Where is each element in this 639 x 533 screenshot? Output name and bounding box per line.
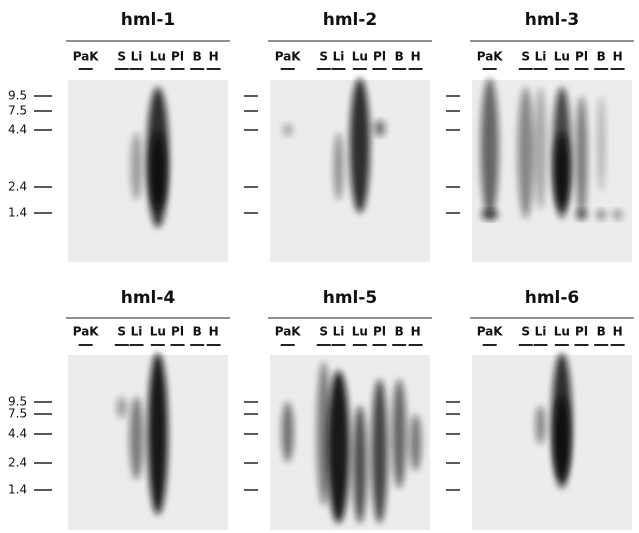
lane-label: Lu xyxy=(554,325,570,339)
size-marker-label: 7.5 xyxy=(8,407,27,421)
size-marker-label: 4.4 xyxy=(8,123,27,137)
membrane xyxy=(270,80,430,262)
panel-title: hml-1 xyxy=(121,10,176,30)
lane-label: H xyxy=(411,50,421,64)
lane-label: B xyxy=(193,50,202,64)
blot-smear xyxy=(372,379,388,523)
lane-label: Pl xyxy=(373,50,386,64)
blot-smear xyxy=(518,87,534,218)
blot-smear xyxy=(481,209,499,220)
lane-label: Lu xyxy=(554,50,570,64)
blot-smear xyxy=(283,124,293,137)
lane-label: Pl xyxy=(373,325,386,339)
blot-smear xyxy=(334,133,344,201)
blot-smear xyxy=(353,406,367,524)
size-marker-label: 2.4 xyxy=(8,456,27,470)
lane-label: B xyxy=(395,50,404,64)
blot-smear xyxy=(576,209,588,220)
lane-label: Li xyxy=(535,325,547,339)
lane-label: PaK xyxy=(477,50,504,64)
figure: 9.57.54.42.41.4hml-1PaKSLiLuPlBHhml-2PaK… xyxy=(0,0,639,533)
lane-label: PaK xyxy=(477,325,504,339)
blot-smear xyxy=(576,96,588,218)
blot-smear xyxy=(410,414,422,471)
blot-smear xyxy=(536,406,546,445)
lane-label: PaK xyxy=(73,50,100,64)
blot-smear xyxy=(148,353,168,515)
lane-label: S xyxy=(521,50,530,64)
lane-label: Pl xyxy=(575,50,588,64)
panel-title: hml-3 xyxy=(525,10,580,30)
lane-label: Li xyxy=(333,50,345,64)
lane-label: S xyxy=(521,325,530,339)
lane-label: Li xyxy=(535,50,547,64)
blot-smear xyxy=(131,133,143,201)
lane-label: Pl xyxy=(171,325,184,339)
panel-title: hml-4 xyxy=(121,288,176,308)
blot-smear xyxy=(597,96,605,191)
size-marker-label: 4.4 xyxy=(8,427,27,441)
blot-smear xyxy=(554,133,570,210)
blot-smear xyxy=(596,209,606,220)
lane-label: H xyxy=(613,50,623,64)
blot-smear xyxy=(328,371,350,524)
panel-title: hml-2 xyxy=(323,10,378,30)
lane-label: S xyxy=(319,50,328,64)
lane-label: H xyxy=(613,325,623,339)
lane-label: Pl xyxy=(171,50,184,64)
lane-label: B xyxy=(395,325,404,339)
lane-label: B xyxy=(597,325,606,339)
lane-label: B xyxy=(193,325,202,339)
size-marker-label: 1.4 xyxy=(8,483,27,497)
lane-label: PaK xyxy=(73,325,100,339)
lane-label: Lu xyxy=(150,325,166,339)
blot-smear xyxy=(481,78,499,219)
lane-label: Pl xyxy=(575,325,588,339)
blot-smear xyxy=(130,397,144,480)
lane-label: Li xyxy=(333,325,345,339)
blot-smear xyxy=(150,133,166,210)
lane-label: H xyxy=(209,325,219,339)
lane-label: PaK xyxy=(275,50,302,64)
membrane xyxy=(472,355,632,530)
lane-label: Lu xyxy=(150,50,166,64)
lane-label: Lu xyxy=(352,325,368,339)
lane-label: PaK xyxy=(275,325,302,339)
lane-label: Li xyxy=(131,50,143,64)
lane-label: H xyxy=(209,50,219,64)
lane-label: H xyxy=(411,325,421,339)
blot-smear xyxy=(535,87,547,209)
size-marker-label: 1.4 xyxy=(8,206,27,220)
panel-title: hml-5 xyxy=(323,288,378,308)
lane-label: S xyxy=(117,50,126,64)
lane-label: Li xyxy=(131,325,143,339)
blot-smear xyxy=(374,120,386,137)
blot-smear xyxy=(613,209,623,220)
blot-smear xyxy=(350,78,370,213)
panel-title: hml-6 xyxy=(525,288,580,308)
blot-smear xyxy=(117,397,127,419)
lane-label: S xyxy=(319,325,328,339)
lane-label: Lu xyxy=(352,50,368,64)
blot-smear xyxy=(282,402,294,462)
lane-label: B xyxy=(597,50,606,64)
lane-label: S xyxy=(117,325,126,339)
size-marker-label: 9.5 xyxy=(8,89,27,103)
size-marker-label: 2.4 xyxy=(8,180,27,194)
size-marker-label: 7.5 xyxy=(8,104,27,118)
blot-smear xyxy=(554,397,570,480)
blot-smear xyxy=(392,379,406,488)
